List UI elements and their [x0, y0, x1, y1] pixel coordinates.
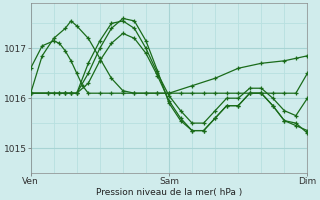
X-axis label: Pression niveau de la mer( hPa ): Pression niveau de la mer( hPa ) — [96, 188, 242, 197]
